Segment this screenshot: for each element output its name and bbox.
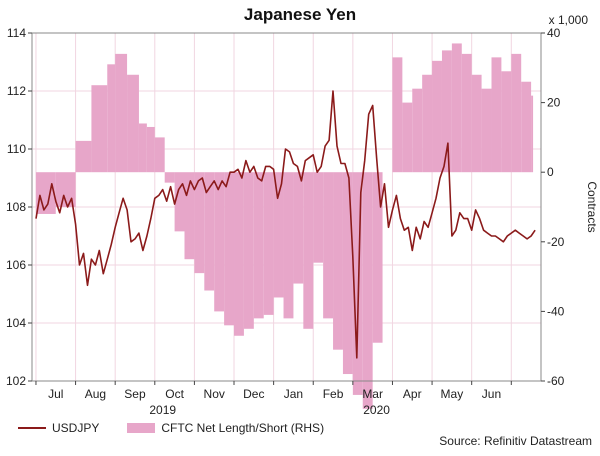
year-label: 2020 [363, 403, 390, 417]
cftc-bar [35, 172, 56, 214]
cftc-bar [115, 53, 128, 173]
right-axis-tick-label: -20 [547, 235, 565, 249]
cftc-bar [234, 172, 244, 336]
legend-label-cftc: CFTC Net Length/Short (RHS) [161, 421, 325, 435]
left-axis-tick-label: 112 [7, 84, 26, 98]
left-axis-tick-label: 106 [6, 258, 26, 272]
cftc-bar [372, 172, 383, 343]
left-axis-tick-label: 104 [6, 316, 26, 330]
x-axis-tick-label: Feb [323, 387, 344, 401]
left-axis-tick-label: 114 [7, 26, 26, 40]
cftc-bar [146, 126, 155, 173]
usdjpy-line [35, 90, 536, 359]
cftc-bar [313, 172, 324, 263]
x-axis-tick-label: Nov [204, 387, 225, 401]
cftc-bar [263, 172, 274, 315]
cftc-bar [521, 81, 532, 173]
cftc-bar [362, 172, 373, 409]
cftc-bar [253, 172, 264, 319]
cftc-bar [214, 172, 225, 312]
cftc-bar [75, 140, 92, 173]
cftc-bar [392, 57, 403, 173]
cftc-bar [451, 43, 462, 173]
right-axis-unit: x 1,000 [548, 13, 588, 27]
cftc-bar [511, 53, 522, 173]
x-axis-tick-label: Jun [482, 387, 501, 401]
cftc-bar [471, 74, 482, 173]
right-axis-tick-label: 40 [547, 26, 561, 40]
right-axis-tick-label: -40 [547, 304, 565, 318]
cftc-bar [174, 172, 185, 232]
right-axis-label: Contracts [585, 181, 599, 232]
x-axis-tick-label: Mar [362, 387, 383, 401]
year-label: 2019 [149, 403, 176, 417]
right-axis-tick-label: 0 [547, 165, 554, 179]
chart-title: Japanese Yen [243, 5, 357, 24]
cftc-bar [333, 172, 343, 350]
cftc-bar [224, 172, 235, 326]
legend-line-swatch [18, 427, 46, 429]
legend: USDJPY CFTC Net Length/Short (RHS) [18, 421, 352, 435]
legend-item-usdjpy: USDJPY [18, 421, 99, 435]
x-axis-tick-label: Sep [124, 387, 146, 401]
cftc-bar [138, 123, 147, 173]
cftc-bar [283, 172, 294, 319]
cftc-bar [55, 172, 76, 207]
left-axis-tick-label: 102 [6, 374, 26, 388]
cftc-bar [154, 137, 165, 173]
x-axis-tick-label: Aug [85, 387, 106, 401]
cftc-bar [501, 71, 512, 173]
cftc-bar [204, 172, 215, 291]
cftc-bar [491, 57, 502, 173]
legend-area-swatch [127, 423, 156, 433]
left-axis-tick-label: 110 [7, 142, 26, 156]
source-note: Source: Refinitiv Datastream [439, 434, 592, 448]
x-axis-tick-label: Jan [284, 387, 303, 401]
cftc-bar [422, 74, 433, 173]
x-axis-tick-label: Dec [243, 387, 264, 401]
cftc-bar [461, 53, 472, 173]
cftc-bar [342, 172, 353, 375]
cftc-bar [402, 102, 413, 173]
cftc-bar [107, 64, 116, 173]
cftc-bar [293, 172, 304, 284]
cftc-bar [412, 88, 423, 173]
x-axis-tick-label: Jul [48, 387, 63, 401]
x-axis-tick-label: May [441, 387, 464, 401]
cftc-bar [91, 85, 108, 173]
legend-label-usdjpy: USDJPY [52, 421, 100, 435]
cftc-bar [273, 172, 284, 298]
right-axis-tick-label: -60 [547, 374, 565, 388]
right-axis-tick-label: 20 [547, 96, 561, 110]
cftc-bar [441, 50, 452, 173]
cftc-bar [432, 60, 442, 173]
cftc-bar [323, 172, 334, 319]
cftc-bar [243, 172, 254, 329]
cftc-bar [194, 172, 205, 274]
x-axis-tick-label: Apr [403, 387, 422, 401]
left-axis-tick-label: 108 [6, 200, 26, 214]
legend-item-cftc: CFTC Net Length/Short (RHS) [127, 421, 324, 435]
cftc-bar [164, 172, 175, 183]
cftc-bar [481, 88, 492, 173]
cftc-bar [127, 74, 139, 173]
cftc-bar [184, 172, 195, 260]
cftc-bar [531, 95, 534, 173]
x-axis-tick-label: Oct [165, 387, 184, 401]
cftc-bar [303, 172, 314, 329]
